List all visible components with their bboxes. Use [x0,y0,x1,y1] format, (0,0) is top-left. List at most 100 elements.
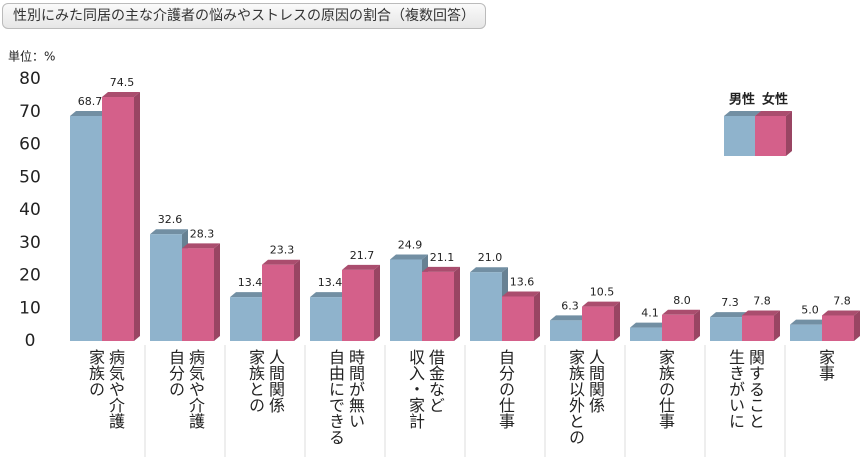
bar-top [822,310,860,316]
bar-top [70,111,108,117]
x-tick-label: 病気や介護 [186,349,205,429]
bar-top [502,291,540,297]
x-tick-label: 人間関係 [586,349,605,413]
value-label: 32.6 [158,213,183,226]
y-tick-label: 70 [19,102,41,122]
value-label: 21.1 [430,251,455,264]
bar-top [150,229,188,235]
x-tick-label: 借金など [426,349,445,413]
value-label: 68.7 [78,95,103,108]
legend-swatch-side [786,111,792,156]
bar-top [710,312,748,318]
x-tick-label: 生きがいに [726,349,745,429]
x-tick-label: 時間が無い [346,349,365,429]
y-tick-label: 60 [19,135,41,155]
value-label: 23.3 [270,244,295,257]
bar-side [374,264,380,341]
x-tick-label: 人間関係 [266,349,285,413]
legend-label: 女性 [762,92,788,108]
bar-top [550,315,588,321]
bar [742,315,774,341]
x-tick-label: 病気や介護 [106,349,125,429]
bar-top [662,309,700,315]
legend-swatch-top [724,111,761,116]
y-tick-label: 50 [19,167,41,187]
y-tick-label: 0 [25,331,36,351]
value-label: 13.4 [318,276,343,289]
x-tick-label: 家族の [86,349,105,397]
bar-side [694,309,700,341]
unit-label: 単位：% [8,49,55,64]
value-label: 21.7 [350,249,375,262]
legend-label: 男性 [729,92,755,108]
x-tick-label: 家族の仕事 [656,349,675,429]
bar-side [854,310,860,341]
bar [230,297,262,341]
bar-side [214,243,220,341]
x-tick-label: 家族との [246,349,265,413]
y-tick-label: 40 [19,200,41,220]
bar [470,272,502,341]
bar [102,97,134,341]
bar [582,306,614,341]
bar-top [630,322,668,328]
value-label: 8.0 [673,294,691,307]
x-tick-label: 関すること [746,349,765,429]
bar [150,234,182,341]
value-label: 13.6 [510,275,535,288]
value-label: 10.5 [590,286,615,299]
bar-top [230,292,268,298]
bar-side [134,92,140,341]
x-tick-label: 自分の仕事 [496,349,515,429]
bar-top [790,319,828,325]
value-label: 74.5 [110,76,135,89]
legend-swatch-top [755,111,792,116]
bar [822,315,854,341]
bar [630,327,662,341]
bar-side [774,310,780,341]
chart-title: 性別にみた同居の主な介護者の悩みやストレスの原因の割合（複数回答） [2,3,486,29]
value-label: 5.0 [801,304,819,317]
bar-side [454,266,460,341]
bar-top [310,292,348,298]
value-label: 4.1 [641,307,659,320]
value-label: 7.3 [721,296,739,309]
bar [550,320,582,341]
y-tick-label: 10 [19,298,41,318]
bar [342,269,374,341]
bar [790,324,822,341]
y-tick-label: 30 [19,233,41,253]
bar-side [614,301,620,341]
bar [710,317,742,341]
bar-top [470,267,508,273]
bar-top [342,264,380,270]
y-tick-label: 80 [19,69,41,89]
x-tick-label: 家事 [816,349,835,381]
bar-top [262,259,300,265]
x-tick-label: 家族以外との [566,349,585,445]
bar [502,296,534,341]
legend-swatch [724,116,755,156]
value-label: 24.9 [398,238,423,251]
value-label: 7.8 [753,294,771,307]
bar-top [422,266,460,272]
bar [182,248,214,341]
bar [262,264,294,341]
bar-side [534,291,540,341]
x-tick-label: 自分の [166,349,185,397]
bar [662,314,694,341]
bar [422,271,454,341]
bar-top [582,301,620,307]
bar-top [742,310,780,316]
value-label: 6.3 [561,299,579,312]
y-tick-label: 20 [19,266,41,286]
value-label: 7.8 [833,294,851,307]
bar [70,116,102,341]
value-label: 21.0 [478,251,503,264]
bar-top [102,92,140,98]
x-tick-label: 収入・家計 [406,349,425,429]
bar-top [390,254,428,260]
bar-side [294,259,300,341]
bar [310,297,342,341]
